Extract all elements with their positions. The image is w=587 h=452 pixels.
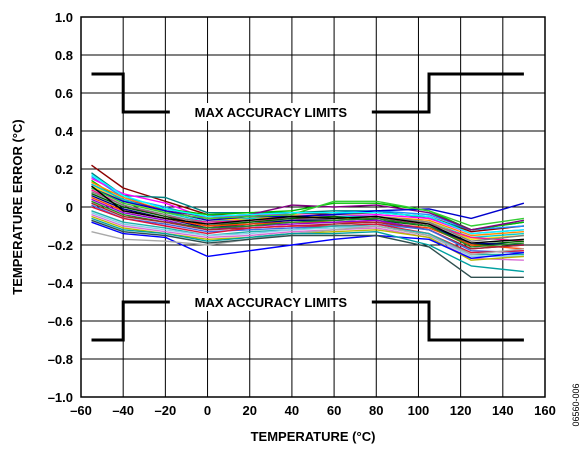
y-tick-label: –1.0 xyxy=(48,390,73,405)
x-tick-labels: –60 –40 –20 0 20 40 60 80 100 120 140 160 xyxy=(70,403,556,418)
y-tick-label: 0.2 xyxy=(55,162,73,177)
series-line-26 xyxy=(91,221,524,259)
plot-frame xyxy=(80,16,546,398)
y-tick-label: –0.4 xyxy=(48,276,74,291)
x-tick-label: –60 xyxy=(70,403,92,418)
x-axis-title: TEMPERATURE (°C) xyxy=(251,429,376,444)
x-tick-label: –20 xyxy=(155,403,177,418)
x-tick-label: 140 xyxy=(492,403,514,418)
series-line-20 xyxy=(91,204,524,254)
y-axis-title: TEMPERATURE ERROR (°C) xyxy=(10,119,25,294)
lower-limit-label-bg xyxy=(169,293,372,311)
plot-border xyxy=(80,16,546,398)
series-line-31 xyxy=(91,185,524,244)
y-tick-label: 0.6 xyxy=(55,86,73,101)
x-tick-label: 160 xyxy=(534,403,556,418)
x-tick-label: 0 xyxy=(204,403,211,418)
x-tick-label: 80 xyxy=(369,403,383,418)
lower-limit-label: MAX ACCURACY LIMITS xyxy=(195,295,348,310)
data-series-group xyxy=(91,164,525,278)
y-tick-labels: –1.0 –0.8 –0.6 –0.4 –0.2 0 0.2 0.4 0.6 0.8 1.0 xyxy=(48,10,74,405)
x-tick-label: 60 xyxy=(327,403,341,418)
y-tick-label: 0.4 xyxy=(55,124,74,139)
accuracy-limits-group: MAX ACCURACY LIMITS MAX ACCURACY LIMITS xyxy=(91,72,524,342)
series-line-30 xyxy=(91,174,524,235)
upper-limit-label: MAX ACCURACY LIMITS xyxy=(195,105,348,120)
x-tick-label: 120 xyxy=(450,403,472,418)
series-line-11 xyxy=(91,187,524,227)
series-line-29 xyxy=(91,219,524,278)
series-line-28 xyxy=(91,217,524,273)
y-tick-label: –0.8 xyxy=(48,352,73,367)
figure-id: 06560-006 xyxy=(571,383,581,426)
y-tick-label: 1.0 xyxy=(55,10,73,25)
x-tick-label: –40 xyxy=(112,403,134,418)
y-tick-label: 0 xyxy=(66,200,73,215)
upper-limit-label-bg xyxy=(169,103,372,121)
series-line-10 xyxy=(91,187,525,222)
x-tick-label: 40 xyxy=(285,403,299,418)
x-tick-label: 100 xyxy=(408,403,430,418)
y-tick-label: 0.8 xyxy=(55,48,73,63)
x-tick-label: 20 xyxy=(242,403,256,418)
y-tick-label: –0.6 xyxy=(48,314,73,329)
y-tick-label: –0.2 xyxy=(48,238,73,253)
